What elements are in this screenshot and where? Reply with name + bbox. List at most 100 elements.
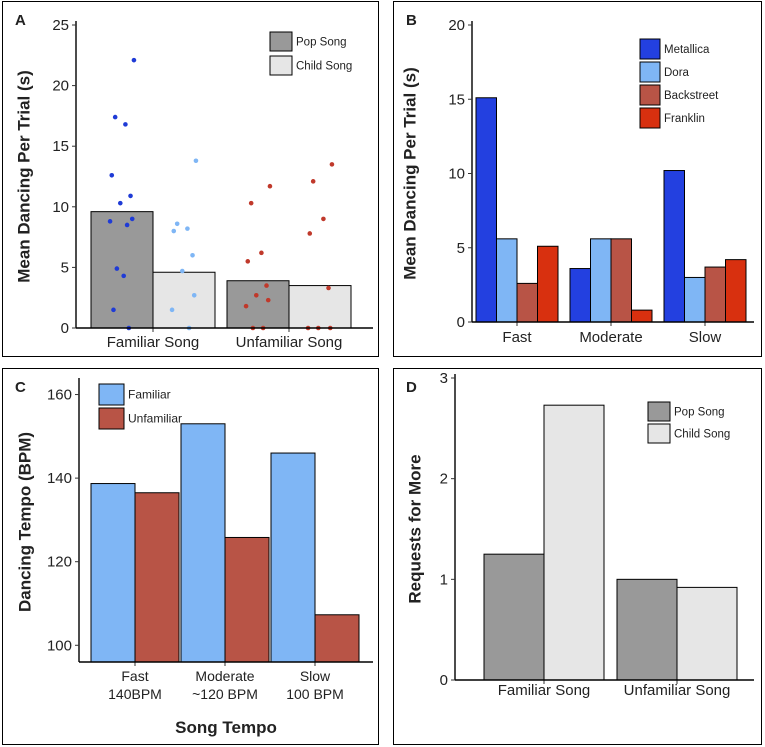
y-tick-label: 0 [457,314,465,331]
legend-swatch [269,55,293,76]
data-point [326,285,331,291]
y-tick-label: 20 [52,78,69,95]
data-point [267,183,273,189]
panel-label: B [406,12,417,29]
y-tick-label: 1 [440,571,448,588]
y-tick-label: 5 [61,259,69,276]
legend-label: Metallica [664,44,710,56]
panel-a: A Familiar Song Unfamiliar Song 0 5 10 15 20 25 M… [2,1,379,357]
legend-label: Child Song [674,429,730,441]
data-point [321,216,326,222]
bar-dora [684,276,706,323]
data-point [131,57,137,63]
bar-pop-song [90,211,154,329]
chart-a: A Familiar Song Unfamiliar Song 0 5 10 15 20 25 M… [14,12,373,351]
x-tick-label: Unfamiliar Song [236,334,343,351]
data-point [169,307,175,313]
bar-unfamiliar [134,492,180,663]
y-axis-title: Dancing Tempo (BPM) [15,432,34,612]
data-point [114,266,120,271]
legend-label: Pop Song [296,37,347,49]
data-point [190,252,195,258]
bar-backstreet [704,266,726,323]
legend-label: Pop Song [674,407,725,419]
data-point [129,216,135,222]
bar-metallica [475,97,497,323]
bar-backstreet [610,238,632,323]
y-axis-title: Mean Dancing Per Trial (s) [400,67,419,280]
data-point [117,200,123,206]
y-tick-label: 5 [457,240,465,257]
legend-label: Backstreet [664,90,719,102]
data-point [185,226,190,231]
y-tick-label: 3 [440,370,448,387]
data-point [264,283,269,288]
bar-child-song [676,586,738,681]
legend-swatch [639,107,661,129]
bar-familiar [90,483,136,663]
data-point [253,292,259,298]
bar-metallica [569,268,591,323]
bar-child-song [288,285,352,329]
x-tick-label: Fast [502,329,532,346]
y-tick-label: 15 [448,91,465,108]
legend-swatch [647,423,671,444]
bar-child-song [543,404,605,681]
chart-d: D Familiar Song Unfamiliar Song 0 1 2 3 Request… [405,370,754,699]
bar-pop-song [616,578,678,681]
panel-c: C Fast 140BPM Moderate ~120 BPM Slow 100 BPM 10… [2,368,379,745]
x-tick-label: Familiar Song [498,682,591,699]
data-point [329,162,335,167]
y-tick-label: 0 [440,672,448,689]
legend-swatch [98,407,125,430]
bar-franklin [537,245,559,323]
chart-c: C Fast 140BPM Moderate ~120 BPM Slow 100 BPM 10… [15,378,373,737]
legend-label: Franklin [664,113,705,125]
y-tick-label: 25 [52,17,69,34]
chart-b: B Fast Moderate Slow 0 5 10 15 20 Mean Dancing Pe… [400,12,754,346]
panel-label: A [15,12,26,29]
bar-dora [590,238,612,323]
bar-familiar [270,452,316,663]
x-tick-label: Slow 100 BPM [286,668,344,702]
legend-swatch [98,383,125,406]
legend-swatch [639,61,661,83]
data-point [265,297,271,303]
legend-label: Familiar [128,388,171,402]
y-axis-title: Requests for More [405,454,424,603]
data-point [179,268,185,274]
data-point [193,158,199,164]
bar-backstreet [516,282,538,323]
data-point [112,114,118,120]
data-point [191,292,197,298]
bar-child-song [152,271,216,329]
y-tick-label: 20 [448,17,465,34]
data-point [243,303,249,309]
legend-label: Child Song [296,61,352,73]
bar-franklin [725,259,747,323]
data-point [174,221,180,227]
bar-franklin [631,309,653,323]
legend-swatch [639,38,661,60]
data-point [307,231,313,236]
legend-label: Dora [664,67,690,79]
y-tick-label: 140 [47,470,72,487]
y-tick-label: 0 [61,320,69,337]
data-point [248,200,254,206]
data-point [171,228,177,234]
y-tick-label: 10 [52,199,69,216]
bar-unfamiliar [314,614,360,663]
legend-swatch [647,401,671,422]
y-axis-title: Mean Dancing Per Trial (s) [14,70,33,283]
y-tick-label: 120 [47,554,72,571]
x-tick-label: Moderate [579,329,642,346]
legend-swatch [639,84,661,106]
y-tick-label: 2 [440,471,448,488]
data-point [121,273,127,279]
x-axis-title: Song Tempo [175,718,277,737]
x-tick-label: Unfamiliar Song [624,682,731,699]
panel-label: D [406,379,417,396]
x-tick-label: Slow [689,329,722,346]
y-tick-label: 10 [448,166,465,183]
y-tick-label: 160 [47,387,72,404]
